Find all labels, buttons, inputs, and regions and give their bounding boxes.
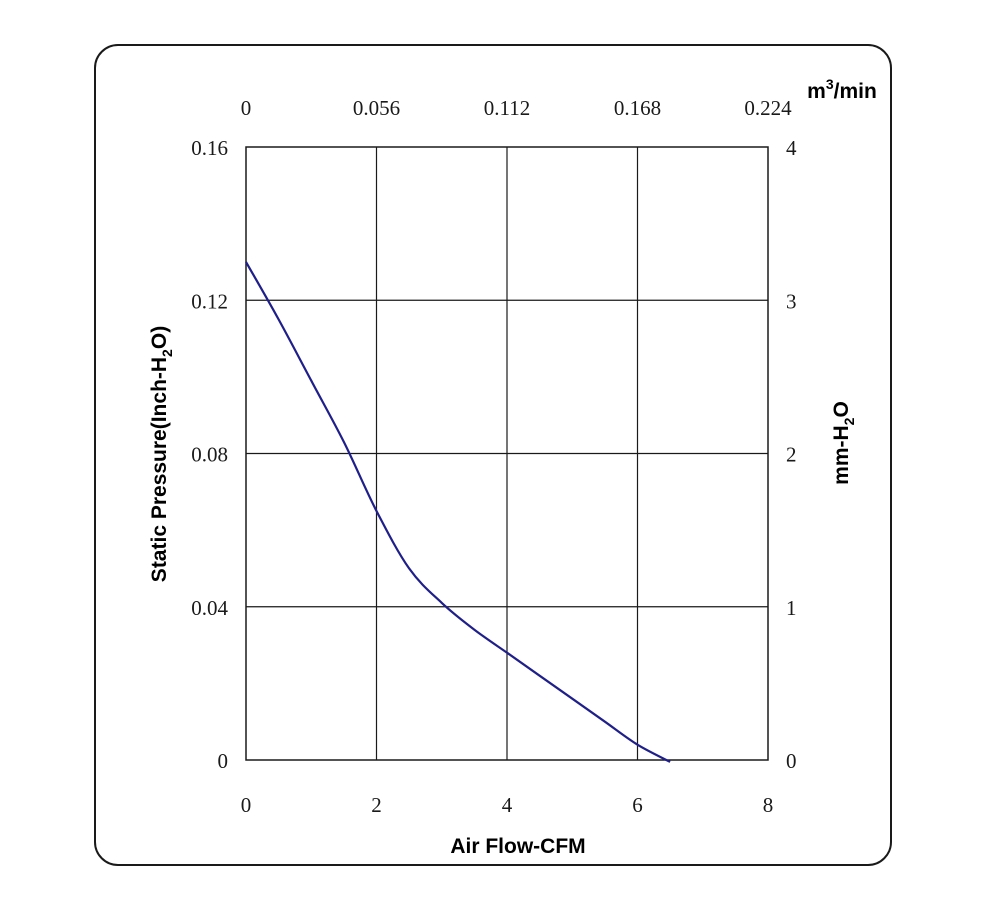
- y2-tick-label: 2: [786, 443, 797, 467]
- y2-tick-label: 3: [786, 289, 797, 313]
- x-tick-label: 4: [502, 793, 513, 817]
- y2-tick-label: 1: [786, 596, 797, 620]
- y-tick-label: 0.12: [191, 289, 228, 313]
- y-tick-label: 0: [218, 749, 229, 773]
- x2-tick-label: 0.224: [744, 96, 792, 120]
- top-axis-ticks: 0 0.056 0.112 0.168 0.224: [241, 96, 792, 120]
- right-axis-ticks: 0 1 2 3 4: [786, 136, 797, 773]
- y2-tick-label: 4: [786, 136, 797, 160]
- y-tick-label: 0.08: [191, 443, 228, 467]
- series-layer: [245, 261, 671, 763]
- y2-tick-label: 0: [786, 749, 797, 773]
- left-axis-ticks: 0 0.04 0.08 0.12 0.16: [191, 136, 228, 773]
- x2-tick-label: 0: [241, 96, 252, 120]
- y2-axis-title: mm-H2O: [830, 401, 857, 485]
- x-axis-title: Air Flow-CFM: [450, 835, 585, 858]
- x-tick-label: 6: [632, 793, 643, 817]
- x2-tick-label: 0.056: [353, 96, 400, 120]
- x2-axis-title: m3/min: [807, 76, 877, 103]
- y-tick-label: 0.04: [191, 596, 228, 620]
- pressure-curve: [245, 261, 671, 763]
- bottom-axis-ticks: 0 2 4 6 8: [241, 793, 774, 817]
- x-tick-label: 8: [763, 793, 774, 817]
- grid: [246, 147, 768, 760]
- x-tick-label: 0: [241, 793, 252, 817]
- x2-tick-label: 0.112: [484, 96, 530, 120]
- chart-frame: [94, 44, 892, 866]
- plot-area-border: [245, 146, 769, 761]
- y-tick-label: 0.16: [191, 136, 228, 160]
- x2-tick-label: 0.168: [614, 96, 661, 120]
- y-axis-title: Static Pressure(Inch-H2O): [148, 326, 175, 582]
- x-tick-label: 2: [371, 793, 382, 817]
